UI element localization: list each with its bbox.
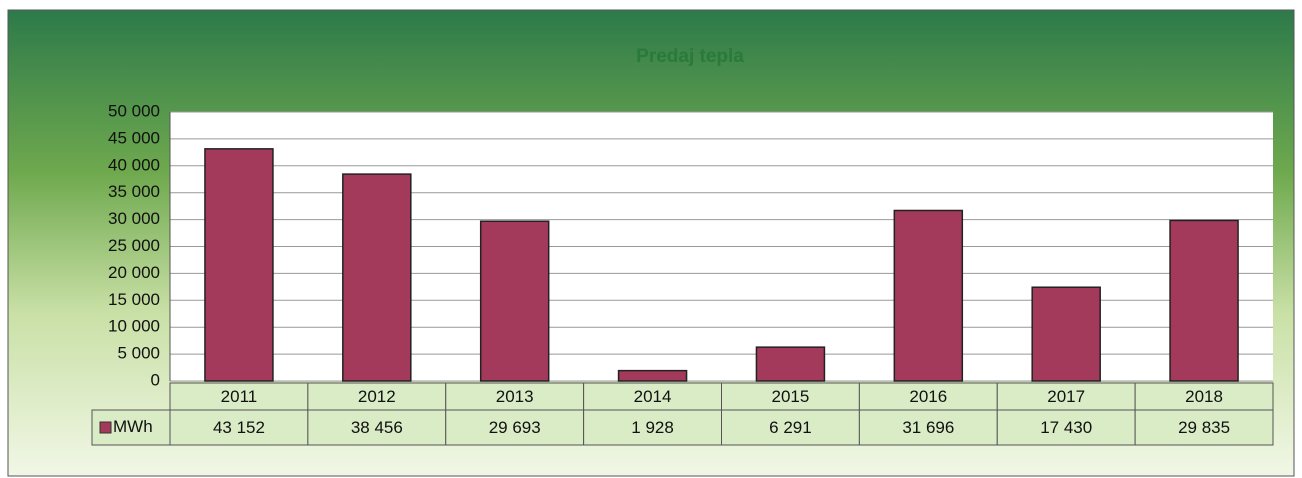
y-tick-label: 35 000 — [108, 182, 160, 201]
data-label: 29 693 — [489, 418, 541, 437]
table-cell — [307, 409, 447, 446]
table-cell — [858, 409, 998, 446]
x-tick-label: 2016 — [909, 387, 947, 406]
y-tick-label: 20 000 — [108, 263, 160, 282]
bar — [479, 220, 550, 382]
bar — [342, 173, 412, 382]
data-label: 43 152 — [213, 418, 265, 437]
legend-swatch — [99, 421, 112, 434]
table-cell — [1134, 382, 1274, 411]
y-tick-label: 25 000 — [108, 236, 160, 255]
data-label: 6 291 — [769, 418, 812, 437]
data-label: 31 696 — [902, 418, 954, 437]
bar — [617, 369, 688, 382]
data-label: 1 928 — [631, 418, 674, 437]
y-tick-label: 10 000 — [108, 317, 160, 336]
y-tick-label: 5 000 — [117, 344, 160, 363]
x-tick-label: 2014 — [634, 387, 672, 406]
y-tick-label: 50 000 — [108, 101, 160, 120]
y-tick-label: 40 000 — [108, 155, 160, 174]
bar — [204, 148, 274, 382]
y-tick-label: 15 000 — [108, 290, 160, 309]
x-tick-label: 2011 — [221, 387, 258, 406]
table-cell — [583, 382, 722, 411]
y-tick-label: 45 000 — [108, 128, 160, 147]
x-tick-label: 2013 — [496, 387, 534, 406]
bar — [755, 346, 826, 382]
x-tick-label: 2018 — [1185, 387, 1223, 406]
data-label: 29 835 — [1178, 418, 1230, 437]
table-cell — [169, 409, 309, 446]
table-cell — [858, 382, 998, 411]
table-cell — [996, 382, 1136, 411]
x-tick-label: 2015 — [772, 387, 810, 406]
bar — [893, 209, 964, 382]
x-tick-label: 2017 — [1047, 387, 1085, 406]
legend-label: MWh — [113, 417, 153, 436]
y-tick-label: 30 000 — [108, 209, 160, 228]
x-tick-label: 2012 — [358, 387, 396, 406]
table-cell — [721, 382, 860, 411]
bar — [1169, 219, 1239, 382]
table-cell — [1134, 409, 1274, 446]
table-cell — [721, 409, 860, 446]
table-cell — [445, 409, 585, 446]
table-cell — [169, 382, 309, 411]
bar — [1031, 286, 1101, 382]
data-label: 38 456 — [351, 418, 403, 437]
data-label: 17 430 — [1040, 418, 1092, 437]
chart-title: Predaj tepla — [636, 46, 744, 67]
y-tick-label: 0 — [151, 370, 160, 389]
